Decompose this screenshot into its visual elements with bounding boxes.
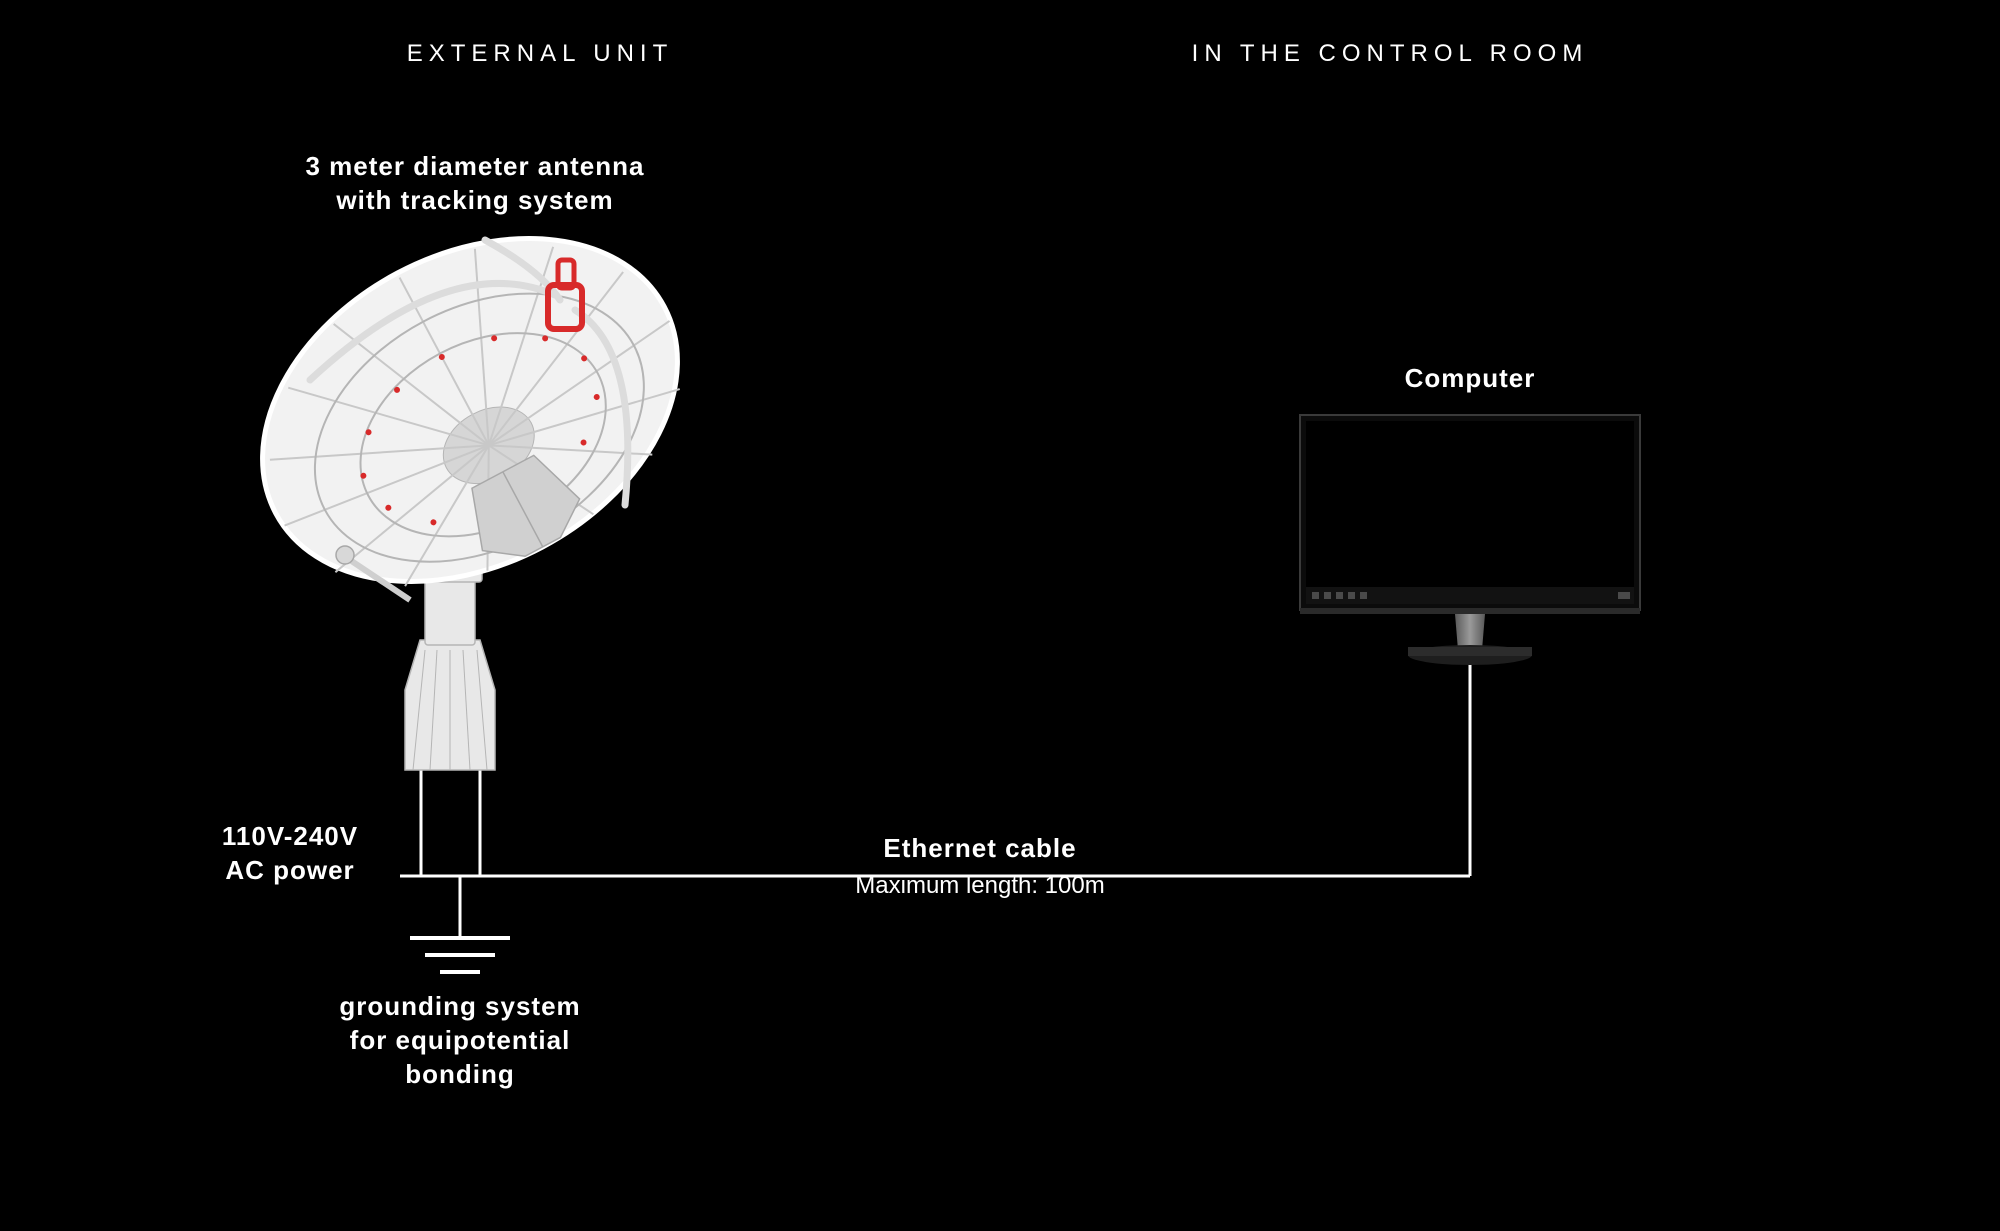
grounding-label-line3: bonding [405, 1059, 515, 1089]
computer-label: Computer [1360, 362, 1580, 396]
feed-horn [548, 260, 582, 329]
antenna-label-line1: 3 meter diameter antenna [305, 151, 644, 181]
ground-symbol-icon [410, 938, 510, 972]
power-label: 110V-240V AC power [190, 820, 390, 888]
antenna-label-line2: with tracking system [336, 185, 613, 215]
grounding-label-line1: grounding system [339, 991, 580, 1021]
antenna-label: 3 meter diameter antenna with tracking s… [260, 150, 690, 218]
antenna-icon [203, 170, 737, 770]
ethernet-label: Ethernet cable [820, 832, 1140, 866]
computer-icon [1300, 415, 1640, 665]
power-label-line1: 110V-240V [222, 821, 358, 851]
header-external-unit: EXTERNAL UNIT [350, 40, 730, 68]
power-label-line2: AC power [225, 855, 354, 885]
ethernet-sublabel: Maximum length: 100m [820, 870, 1140, 901]
header-control-room: IN THE CONTROL ROOM [1140, 40, 1640, 68]
grounding-label-line2: for equipotential [350, 1025, 571, 1055]
grounding-label: grounding system for equipotential bondi… [300, 990, 620, 1091]
